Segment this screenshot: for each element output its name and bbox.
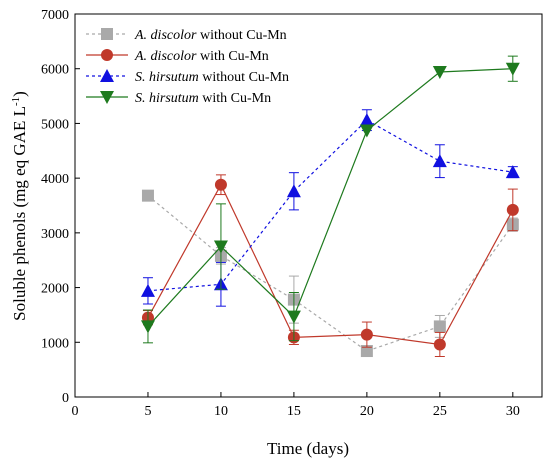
legend-marker [101,28,113,40]
x-axis-title: Time (days) [267,439,349,458]
y-tick-label: 0 [62,391,69,406]
series-1 [141,189,519,358]
legend-item: S. hirsutum without Cu-Mn [86,69,289,85]
data-point [141,189,154,202]
legend-marker [100,91,114,104]
legend-label: A. discolor with Cu-Mn [134,49,269,64]
series-line [147,68,513,327]
legend-item: A. discolor without Cu-Mn [86,28,287,43]
legend-species: A. discolor [134,28,197,43]
legend: A. discolor without Cu-MnA. discolor wit… [86,28,289,106]
series-line [147,183,514,346]
data-point [505,165,520,179]
series-3 [140,109,520,307]
legend-species: S. hirsutum [135,70,199,85]
series-4 [140,55,520,344]
data-point [433,320,446,333]
legend-species: A. discolor [134,49,197,64]
y-tick-label: 7000 [41,8,69,23]
y-tick-label: 2000 [41,282,69,297]
legend-condition: without Cu-Mn [199,70,289,85]
data-point [359,113,374,127]
x-tick-label: 15 [287,404,301,419]
data-point [506,203,519,216]
data-point [213,240,228,254]
x-tick-label: 5 [144,404,151,419]
data-point [286,310,301,324]
plot-frame [74,13,543,398]
y-axis-title-superscript: -1 [10,97,22,106]
y-axis-title: Soluble phenols (mg eq GAE L-1) [10,91,29,321]
legend-item: A. discolor with Cu-Mn [86,49,269,64]
axis-ticks: 0 5 10 15 20 25 30 0 1000 2000 3000 4000 5000 6000 700… [41,8,520,419]
series-2 [141,174,519,358]
y-tick-label: 6000 [41,63,69,78]
legend-item: S. hirsutum with Cu-Mn [86,91,271,106]
legend-label: S. hirsutum without Cu-Mn [135,70,289,85]
x-tick-label: 30 [506,404,520,419]
y-axis-title-close: ) [10,91,29,97]
data-point [360,328,373,341]
x-tick-label: 20 [360,404,374,419]
data-point [360,345,373,358]
data-point [214,178,227,191]
legend-condition: with Cu-Mn [199,91,271,106]
data-point [140,283,155,297]
data-point [432,65,447,79]
legend-species: S. hirsutum [135,91,199,106]
legend-marker [101,49,113,61]
series-line [147,119,513,292]
x-tick-label: 0 [72,404,79,419]
data-point [286,184,301,198]
legend-label: S. hirsutum with Cu-Mn [135,91,271,106]
y-axis-title-main: Soluble phenols (mg eq GAE L [10,106,29,321]
y-tick-label: 3000 [41,227,69,242]
y-tick-label: 4000 [41,172,69,187]
data-point [140,320,155,334]
legend-marker [100,69,114,82]
series-layer [140,55,520,358]
data-point [359,124,374,138]
y-tick-label: 5000 [41,117,69,132]
x-tick-label: 25 [433,404,447,419]
legend-condition: without Cu-Mn [196,28,286,43]
data-point [433,338,446,351]
series-line [147,195,514,352]
legend-condition: with Cu-Mn [196,49,268,64]
data-point [505,62,520,76]
y-tick-label: 1000 [41,336,69,351]
x-tick-label: 10 [214,404,228,419]
data-point [432,154,447,168]
legend-label: A. discolor without Cu-Mn [134,28,287,43]
